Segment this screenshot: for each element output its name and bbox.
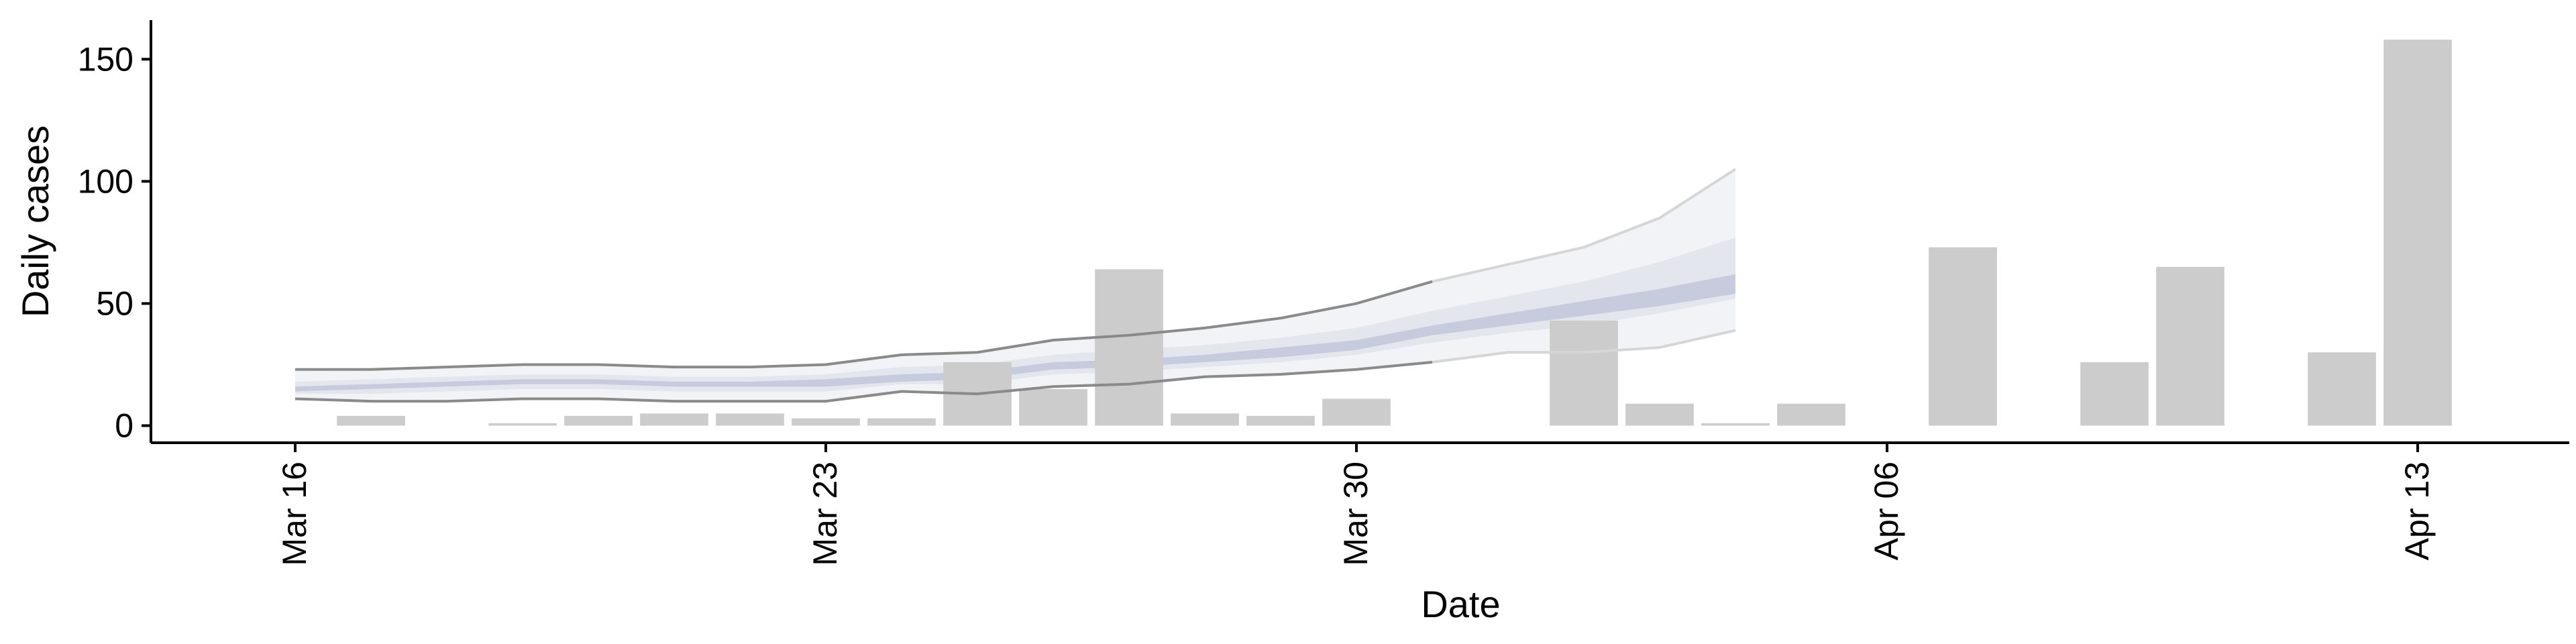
bar	[1550, 320, 1618, 426]
bar	[2080, 362, 2149, 426]
x-axis-title: Date	[1421, 583, 1500, 625]
upper-interval-line-projection	[1432, 168, 1737, 283]
bar	[1019, 388, 1087, 426]
y-tick-label: 150	[78, 40, 133, 78]
lower-interval-line	[294, 360, 1433, 403]
bar	[2308, 352, 2376, 426]
bar	[1322, 398, 1391, 426]
x-tick-label: Mar 30	[1337, 462, 1375, 566]
bar	[564, 415, 633, 426]
y-axis-title: Daily cases	[14, 125, 56, 317]
bar	[1095, 269, 1163, 426]
upper-interval-line	[295, 280, 1433, 371]
x-tick-label: Apr 13	[2398, 462, 2436, 560]
bar	[2156, 266, 2224, 426]
bar	[867, 418, 936, 426]
x-ticks: Mar 16 Mar 23 Mar 30 Apr 06 Apr 13	[276, 443, 2436, 566]
bar	[1777, 403, 1845, 426]
interval-band-inner	[295, 274, 1735, 392]
x-tick-label: Mar 16	[276, 462, 313, 566]
bar	[716, 413, 784, 426]
bar	[792, 418, 860, 426]
bar	[1701, 423, 1770, 426]
bar	[1246, 415, 1315, 426]
y-ticks: 0 50 100 150	[78, 40, 151, 445]
axis-layer: Mar 16 Mar 23 Mar 30 Apr 06 Apr 13 0 50 100 150…	[14, 20, 2569, 625]
bar	[2383, 40, 2452, 426]
bar	[1929, 247, 1997, 426]
interval-band-middle	[295, 237, 1735, 394]
y-tick-label: 100	[78, 162, 133, 200]
bar	[640, 413, 708, 426]
bar	[1171, 413, 1239, 426]
y-tick-label: 50	[96, 284, 133, 322]
interval-line-layer	[294, 168, 1737, 403]
lower-interval-line-projection	[1432, 329, 1736, 364]
interval-band-layer	[295, 169, 1735, 402]
y-tick-label: 0	[115, 407, 133, 445]
x-tick-label: Apr 06	[1868, 462, 1905, 560]
bar	[337, 415, 405, 426]
bar	[1625, 403, 1694, 426]
bar	[488, 423, 557, 426]
x-tick-label: Mar 23	[806, 462, 844, 566]
